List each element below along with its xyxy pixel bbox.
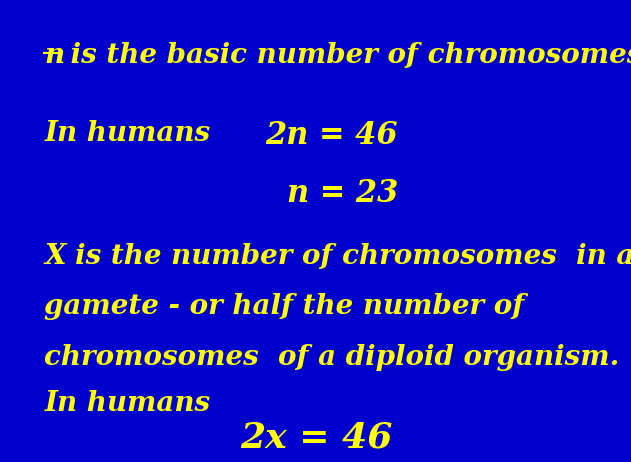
Text: X is the number of chromosomes  in a: X is the number of chromosomes in a bbox=[44, 243, 631, 269]
Text: n: n bbox=[44, 42, 64, 68]
Text: 2n = 46: 2n = 46 bbox=[265, 120, 398, 151]
Text: 2x = 46: 2x = 46 bbox=[240, 420, 392, 455]
Text: is the basic number of chromosomes.: is the basic number of chromosomes. bbox=[61, 42, 631, 68]
Text: In humans: In humans bbox=[44, 120, 210, 147]
Text: gamete - or half the number of: gamete - or half the number of bbox=[44, 293, 524, 320]
Text: n = 23: n = 23 bbox=[287, 178, 399, 209]
Text: chromosomes  of a diploid organism.: chromosomes of a diploid organism. bbox=[44, 344, 620, 371]
Text: In humans: In humans bbox=[44, 390, 210, 417]
